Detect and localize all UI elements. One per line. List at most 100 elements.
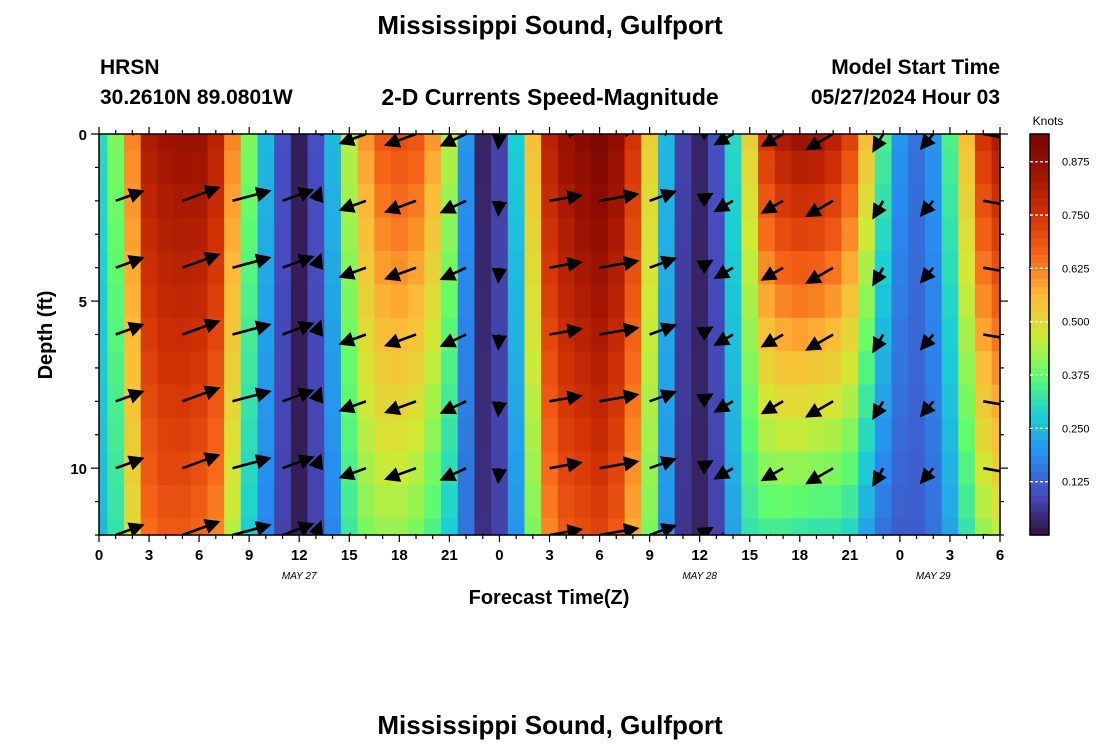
heatmap-cell — [958, 384, 976, 419]
heatmap-cell — [457, 484, 476, 519]
heatmap-cell — [691, 217, 709, 252]
heatmap-cell — [390, 150, 409, 185]
heatmap-cell — [657, 351, 676, 386]
x-tick-label: 15 — [341, 547, 358, 564]
heatmap-cell — [557, 134, 576, 152]
heatmap-cell — [407, 184, 425, 219]
footer-title: Mississippi Sound, Gulfport — [377, 710, 723, 740]
heatmap-cell — [841, 134, 859, 152]
x-axis: 0 3 6 9 12 15 18 21 0 3 6 9 12 15 18 21 0 3 6 — [95, 127, 1004, 564]
current-vector — [308, 134, 324, 137]
heatmap-cell — [407, 250, 425, 285]
heatmap-cell — [441, 518, 459, 536]
heatmap-cell — [607, 150, 626, 185]
current-vector — [182, 134, 187, 136]
heatmap-cell — [924, 518, 943, 536]
heatmap-cell — [140, 484, 158, 519]
heatmap-cell — [557, 451, 576, 486]
heatmap-cell — [457, 184, 476, 219]
current-vector — [383, 266, 417, 282]
heatmap-cell — [791, 484, 809, 519]
heatmap-cell — [274, 284, 292, 319]
heatmap-cell — [441, 184, 459, 219]
heatmap-cell — [724, 217, 742, 252]
heatmap-cell — [240, 184, 259, 219]
colorbar-cell — [1030, 302, 1049, 312]
current-vector — [115, 522, 145, 535]
heatmap-cell — [257, 384, 275, 419]
heatmap-cell — [674, 250, 692, 285]
colorbar-cell — [1030, 526, 1049, 536]
heatmap-cell — [474, 451, 492, 486]
heatmap-cell — [808, 484, 826, 519]
heatmap-cell — [858, 284, 876, 319]
heatmap-cell — [657, 284, 676, 319]
colorbar-cell — [1030, 222, 1049, 231]
heatmap-cell — [474, 150, 492, 185]
heatmap-cell — [157, 518, 175, 536]
heatmap-cell — [758, 150, 776, 185]
heatmap-cell — [974, 150, 993, 185]
heatmap-cell — [424, 484, 442, 519]
current-vector — [649, 456, 678, 471]
current-vector — [181, 184, 221, 203]
heatmap-cell — [390, 250, 409, 285]
heatmap-cell — [174, 217, 192, 252]
colorbar-cell — [1030, 382, 1049, 392]
heatmap-cell — [99, 284, 108, 319]
model-start-time: 05/27/2024 Hour 03 — [810, 86, 1000, 109]
current-vector — [338, 134, 367, 147]
heatmap-cell — [240, 384, 259, 419]
heatmap-cell — [207, 134, 225, 152]
heatmap-cell — [457, 518, 476, 536]
heatmap-cell — [991, 284, 1001, 319]
heatmap-cell — [541, 284, 559, 319]
current-vector — [599, 389, 640, 405]
colorbar-cell — [1030, 398, 1049, 408]
heatmap-cell — [591, 484, 609, 519]
heatmap-cell — [641, 484, 659, 519]
heatmap-cell — [824, 351, 843, 386]
current-vector — [549, 390, 584, 406]
heatmap-cell — [808, 150, 826, 185]
heatmap-cell — [290, 217, 309, 252]
heatmap-cell — [741, 518, 759, 536]
heatmap-cell — [774, 451, 793, 486]
colorbar-tick-label: 0.375 — [1062, 370, 1090, 382]
heatmap-cell — [924, 150, 943, 185]
heatmap-cell — [891, 150, 909, 185]
heatmap-cell — [457, 134, 476, 152]
heatmap-cell — [340, 250, 359, 285]
current-vector — [439, 199, 467, 214]
heatmap-cell — [824, 484, 843, 519]
heatmap-cell — [390, 451, 409, 486]
heatmap-cell — [758, 484, 776, 519]
heatmap-cell — [657, 451, 676, 486]
x-tick-label: 18 — [391, 547, 408, 564]
current-vector — [549, 189, 584, 206]
current-vector — [282, 254, 315, 269]
heatmap-cell — [708, 418, 726, 453]
heatmap-cell — [390, 351, 409, 386]
colorbar-cell — [1030, 182, 1049, 191]
heatmap-cell — [240, 250, 259, 285]
heatmap-cell — [207, 351, 225, 386]
current-vector — [805, 134, 834, 151]
heatmap-cell — [708, 217, 726, 252]
heatmap-cell — [574, 150, 592, 185]
heatmap-cell — [374, 217, 392, 252]
heatmap-cell — [374, 418, 392, 453]
current-vector — [649, 188, 678, 204]
heatmap-cell — [340, 518, 359, 536]
heatmap-cell — [891, 217, 909, 252]
heatmap-cell — [357, 484, 375, 519]
heatmap-cell — [257, 284, 275, 319]
colorbar-cell — [1030, 518, 1049, 528]
heatmap-cell — [474, 134, 492, 152]
current-vector — [491, 334, 508, 351]
heatmap-cell — [774, 418, 793, 453]
heatmap-cell — [390, 184, 409, 219]
heatmap-cell — [991, 518, 1001, 536]
heatmap-cell — [307, 150, 325, 185]
heatmap-cell — [607, 184, 626, 219]
